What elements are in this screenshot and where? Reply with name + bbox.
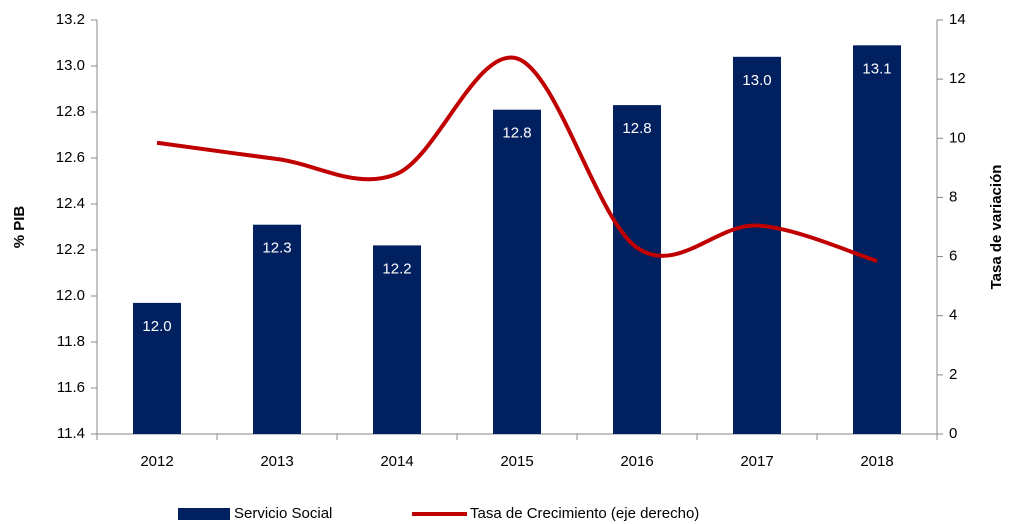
data-label: 13.0 xyxy=(742,72,771,89)
bar xyxy=(253,224,301,434)
y-tick-label: 12.2 xyxy=(56,241,85,258)
line xyxy=(156,55,878,263)
y-tick-label: 13.0 xyxy=(56,57,85,74)
bar xyxy=(133,302,181,434)
bar xyxy=(613,105,661,434)
y2-tick-label: 4 xyxy=(949,307,957,324)
legend-swatch xyxy=(178,508,230,520)
y2-tick-label: 8 xyxy=(949,188,957,205)
y2-tick-label: 14 xyxy=(949,11,966,28)
legend-label: Servicio Social xyxy=(234,505,332,522)
y2-tick-label: 12 xyxy=(949,70,966,87)
data-label: 13.1 xyxy=(862,60,891,77)
y2-tick-label: 2 xyxy=(949,366,957,383)
y2-tick-label: 10 xyxy=(949,129,966,146)
data-label: 12.0 xyxy=(142,318,171,335)
x-tick-label: 2012 xyxy=(140,453,173,470)
y-axis-label: % PIB xyxy=(11,206,28,249)
y2-tick-label: 0 xyxy=(949,425,957,442)
data-label: 12.8 xyxy=(502,125,531,142)
data-label: 12.2 xyxy=(382,260,411,277)
x-tick-label: 2014 xyxy=(380,453,413,470)
y-tick-label: 12.0 xyxy=(56,287,85,304)
x-tick-label: 2013 xyxy=(260,453,293,470)
y2-axis-label: Tasa de variación xyxy=(988,165,1005,290)
bar xyxy=(853,45,901,435)
y2-tick-label: 6 xyxy=(949,248,957,265)
x-tick-label: 2015 xyxy=(500,453,533,470)
x-tick-label: 2018 xyxy=(860,453,893,470)
legend-label: Tasa de Crecimiento (eje derecho) xyxy=(470,505,699,522)
data-label: 12.8 xyxy=(622,120,651,137)
bar xyxy=(733,56,781,435)
y-tick-label: 13.2 xyxy=(56,11,85,28)
x-tick-label: 2016 xyxy=(620,453,653,470)
y-tick-label: 11.6 xyxy=(57,379,85,396)
y-tick-label: 12.4 xyxy=(56,195,85,212)
x-tick-label: 2017 xyxy=(740,453,773,470)
y-tick-label: 12.6 xyxy=(56,149,85,166)
y-tick-label: 11.8 xyxy=(57,333,85,350)
bar xyxy=(373,245,421,434)
data-label: 12.3 xyxy=(262,240,291,257)
bar xyxy=(493,109,541,434)
y-tick-label: 11.4 xyxy=(57,425,85,442)
y-tick-label: 12.8 xyxy=(56,103,85,120)
